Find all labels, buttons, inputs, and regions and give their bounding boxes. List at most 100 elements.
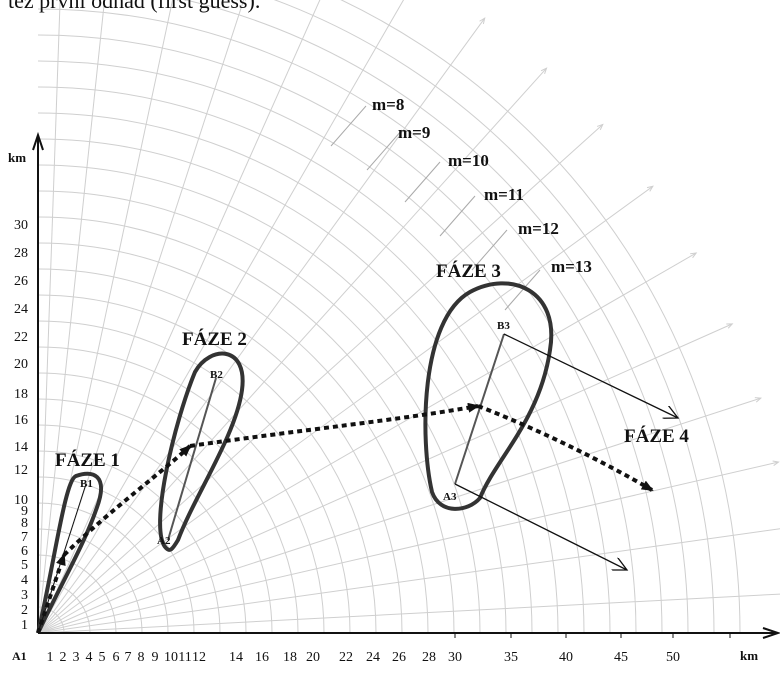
phase-2-outline: [158, 351, 245, 552]
grid-ray: [37, 0, 321, 634]
x-tick-label: 9: [152, 650, 159, 665]
m-label: m=11: [484, 185, 524, 204]
x-tick-label: 20: [306, 650, 320, 665]
trajectory-seg-3: [189, 402, 480, 448]
trajectory-seg-1: [36, 553, 66, 634]
x-tick-label: 16: [255, 650, 269, 665]
y-tick-label: 2: [21, 603, 28, 618]
phase-4-label: FÁZE 4: [624, 425, 689, 447]
grid-ray: [37, 0, 61, 634]
grid-ray-arrow: [479, 17, 486, 25]
phases: B1 FÁZE 1 B2 A2 FÁZE 2 B3 A3 FÁZE 3 FÁZE 4: [36, 260, 689, 634]
m-leader: [471, 229, 508, 271]
grid-ray-arrow: [646, 185, 654, 192]
y-tick-label: 3: [21, 588, 28, 603]
x-axis-arrow: [762, 627, 780, 639]
x-tick-label: 4: [86, 650, 93, 665]
polar-grid: [37, 0, 780, 634]
grid-arc: [37, 164, 507, 634]
y-tick-label: 14: [14, 440, 28, 455]
x-tick-label: 40: [559, 650, 573, 665]
x-tick-label: 8: [138, 650, 145, 665]
y-tick-label: 10: [14, 493, 28, 508]
y-tick-label: 26: [14, 274, 28, 289]
m-label: m=10: [448, 151, 489, 170]
grid-ray: [37, 593, 780, 634]
phase-4-arrow-bottom: [454, 483, 627, 570]
y-tick-label: 28: [14, 246, 28, 261]
phase-1-axis: [37, 483, 87, 634]
y-tick-label: 12: [14, 463, 28, 478]
grid-arc: [37, 372, 299, 634]
x-tick-label: 1: [47, 650, 54, 665]
label-B3: B3: [497, 320, 510, 332]
x-tick-label: 26: [392, 650, 406, 665]
y-tick-label: 4: [21, 573, 28, 588]
x-tick-label: 3: [73, 650, 80, 665]
y-tick-label: 8: [21, 516, 28, 531]
grid-ray: [37, 461, 779, 634]
grid-arc: [340, 0, 741, 634]
x-tick-label: 50: [666, 650, 680, 665]
m-label: m=9: [398, 123, 430, 142]
grid-ray: [37, 124, 604, 634]
grid-arc: [37, 242, 429, 634]
phase-3-outline: [423, 281, 554, 511]
grid-arc: [37, 268, 403, 634]
grid-ray: [37, 528, 780, 634]
grid-ray: [37, 323, 733, 634]
y-tick-label: 24: [14, 302, 28, 317]
grid-arc: [37, 112, 559, 634]
grid-arc: [37, 86, 585, 634]
m-label: m=12: [518, 219, 559, 238]
grid-arc: [37, 294, 377, 634]
grid-ray-arrow: [726, 323, 734, 329]
grid-arc: [37, 138, 533, 634]
phase-1-outline: [36, 471, 103, 634]
grid-ray: [37, 185, 654, 634]
x-tick-label: 2: [60, 650, 67, 665]
grid-arc: [37, 190, 481, 634]
phase-3-label: FÁZE 3: [436, 260, 501, 282]
label-A2: A2: [157, 535, 171, 547]
grid-ray: [37, 17, 486, 634]
trajectory-seg-4: [477, 404, 654, 492]
m-leader: [330, 105, 367, 147]
phase-1-label: FÁZE 1: [55, 449, 120, 471]
caption-text: též první odhad (first guess).: [8, 0, 261, 13]
x-tick-label: 10: [164, 650, 178, 665]
phase-2-label: FÁZE 2: [182, 328, 247, 350]
grid-arc: [37, 398, 273, 634]
phase-2-axis: [167, 377, 217, 541]
grid-arc: [37, 216, 455, 634]
m-label: m=13: [551, 257, 592, 276]
grid-ray-arrow: [772, 460, 780, 466]
y-unit-label: km: [8, 150, 26, 165]
grid-arc: [37, 424, 247, 634]
grid-ray-arrow: [540, 67, 548, 75]
grid-ray: [37, 252, 697, 634]
y-tick-label: 18: [14, 387, 28, 402]
y-tick-label: 20: [14, 357, 28, 372]
x-tick-label: 6: [113, 650, 120, 665]
grid-ray: [37, 67, 547, 634]
m-leader: [366, 129, 403, 171]
y-axis-arrow: [32, 131, 44, 151]
m-leader: [404, 161, 441, 203]
grid-ray: [37, 0, 106, 634]
grid-ray-arrow: [754, 397, 763, 403]
y-tick-label: 6: [21, 544, 28, 559]
x-tick-label: 14: [229, 650, 243, 665]
y-tick-label: 7: [21, 530, 28, 545]
grid-arc: [37, 346, 325, 634]
grid-ray: [37, 397, 761, 634]
x-tick-label: 11: [178, 650, 191, 665]
grid-arc: [37, 320, 351, 634]
grid-arc: [37, 476, 195, 634]
x-tick-label: 22: [339, 650, 353, 665]
y-tick-label: 1: [21, 618, 28, 633]
y-tick-label: 16: [14, 413, 28, 428]
x-tick-label: 45: [614, 650, 628, 665]
grid-arc: [37, 60, 611, 634]
